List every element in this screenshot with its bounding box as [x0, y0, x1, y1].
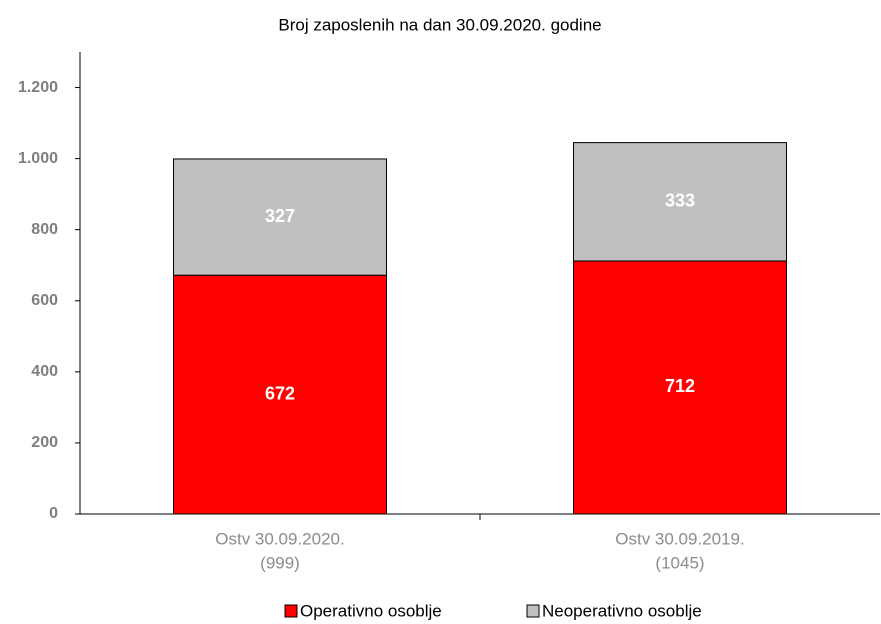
legend-swatch: [284, 604, 298, 618]
data-label: 712: [665, 376, 695, 396]
legend-label: Neoperativno osoblje: [542, 601, 702, 620]
y-tick-label: 1.000: [18, 150, 58, 167]
data-label: 333: [665, 191, 695, 211]
bar-segment: [573, 142, 787, 262]
x-tick-label: Ostv 30.09.2019.: [615, 529, 744, 548]
data-label: 672: [265, 383, 295, 403]
bar-segment: [573, 260, 787, 515]
y-tick-label: 800: [31, 221, 58, 238]
legend-swatch: [526, 604, 540, 618]
y-tick-label: 200: [31, 434, 58, 451]
y-tick-label: 600: [31, 292, 58, 309]
chart-title: Broj zaposlenih na dan 30.09.2020. godin…: [278, 15, 601, 34]
x-tick-label: (1045): [655, 553, 704, 572]
legend-label: Operativno osoblje: [300, 601, 442, 620]
y-tick-label: 1.200: [18, 79, 58, 96]
bar-segment: [173, 158, 387, 276]
y-tick-label: 400: [31, 363, 58, 380]
x-tick-label: (999): [260, 553, 300, 572]
data-label: 327: [265, 206, 295, 226]
x-tick-label: Ostv 30.09.2020.: [215, 529, 344, 548]
y-tick-label: 0: [49, 505, 58, 522]
